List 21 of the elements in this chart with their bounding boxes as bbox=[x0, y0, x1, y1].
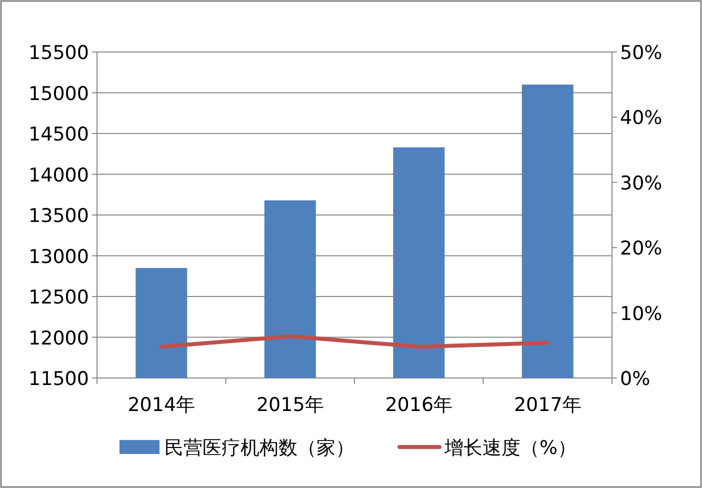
y2-tick-label: 30% bbox=[620, 172, 662, 194]
y-tick-label: 12500 bbox=[28, 286, 89, 308]
y2-tick-label: 10% bbox=[620, 302, 662, 325]
y-tick-label: 12000 bbox=[28, 327, 89, 350]
y2-tick-label: 0% bbox=[620, 368, 650, 390]
x-tick-label: 2016年 bbox=[385, 394, 453, 416]
x-tick-label: 2014年 bbox=[128, 394, 196, 416]
y2-tick-label: 20% bbox=[620, 238, 662, 260]
y-tick-label: 14500 bbox=[28, 124, 89, 146]
legend-label: 民营医疗机构数（家） bbox=[164, 437, 354, 459]
y2-tick-label: 50% bbox=[620, 42, 662, 64]
x-tick-label: 2015年 bbox=[256, 394, 324, 416]
x-tick-label: 2017年 bbox=[514, 394, 582, 416]
y2-tick-label: 40% bbox=[620, 107, 662, 130]
y-tick-label: 15500 bbox=[28, 42, 89, 64]
y-tick-label: 14000 bbox=[28, 164, 89, 186]
y-tick-label: 11500 bbox=[28, 368, 89, 390]
y-tick-label: 13000 bbox=[28, 246, 89, 268]
legend-label: 增长速度（%） bbox=[444, 437, 577, 459]
y-tick-label: 15000 bbox=[28, 82, 89, 105]
y-tick-label: 13500 bbox=[28, 205, 89, 227]
